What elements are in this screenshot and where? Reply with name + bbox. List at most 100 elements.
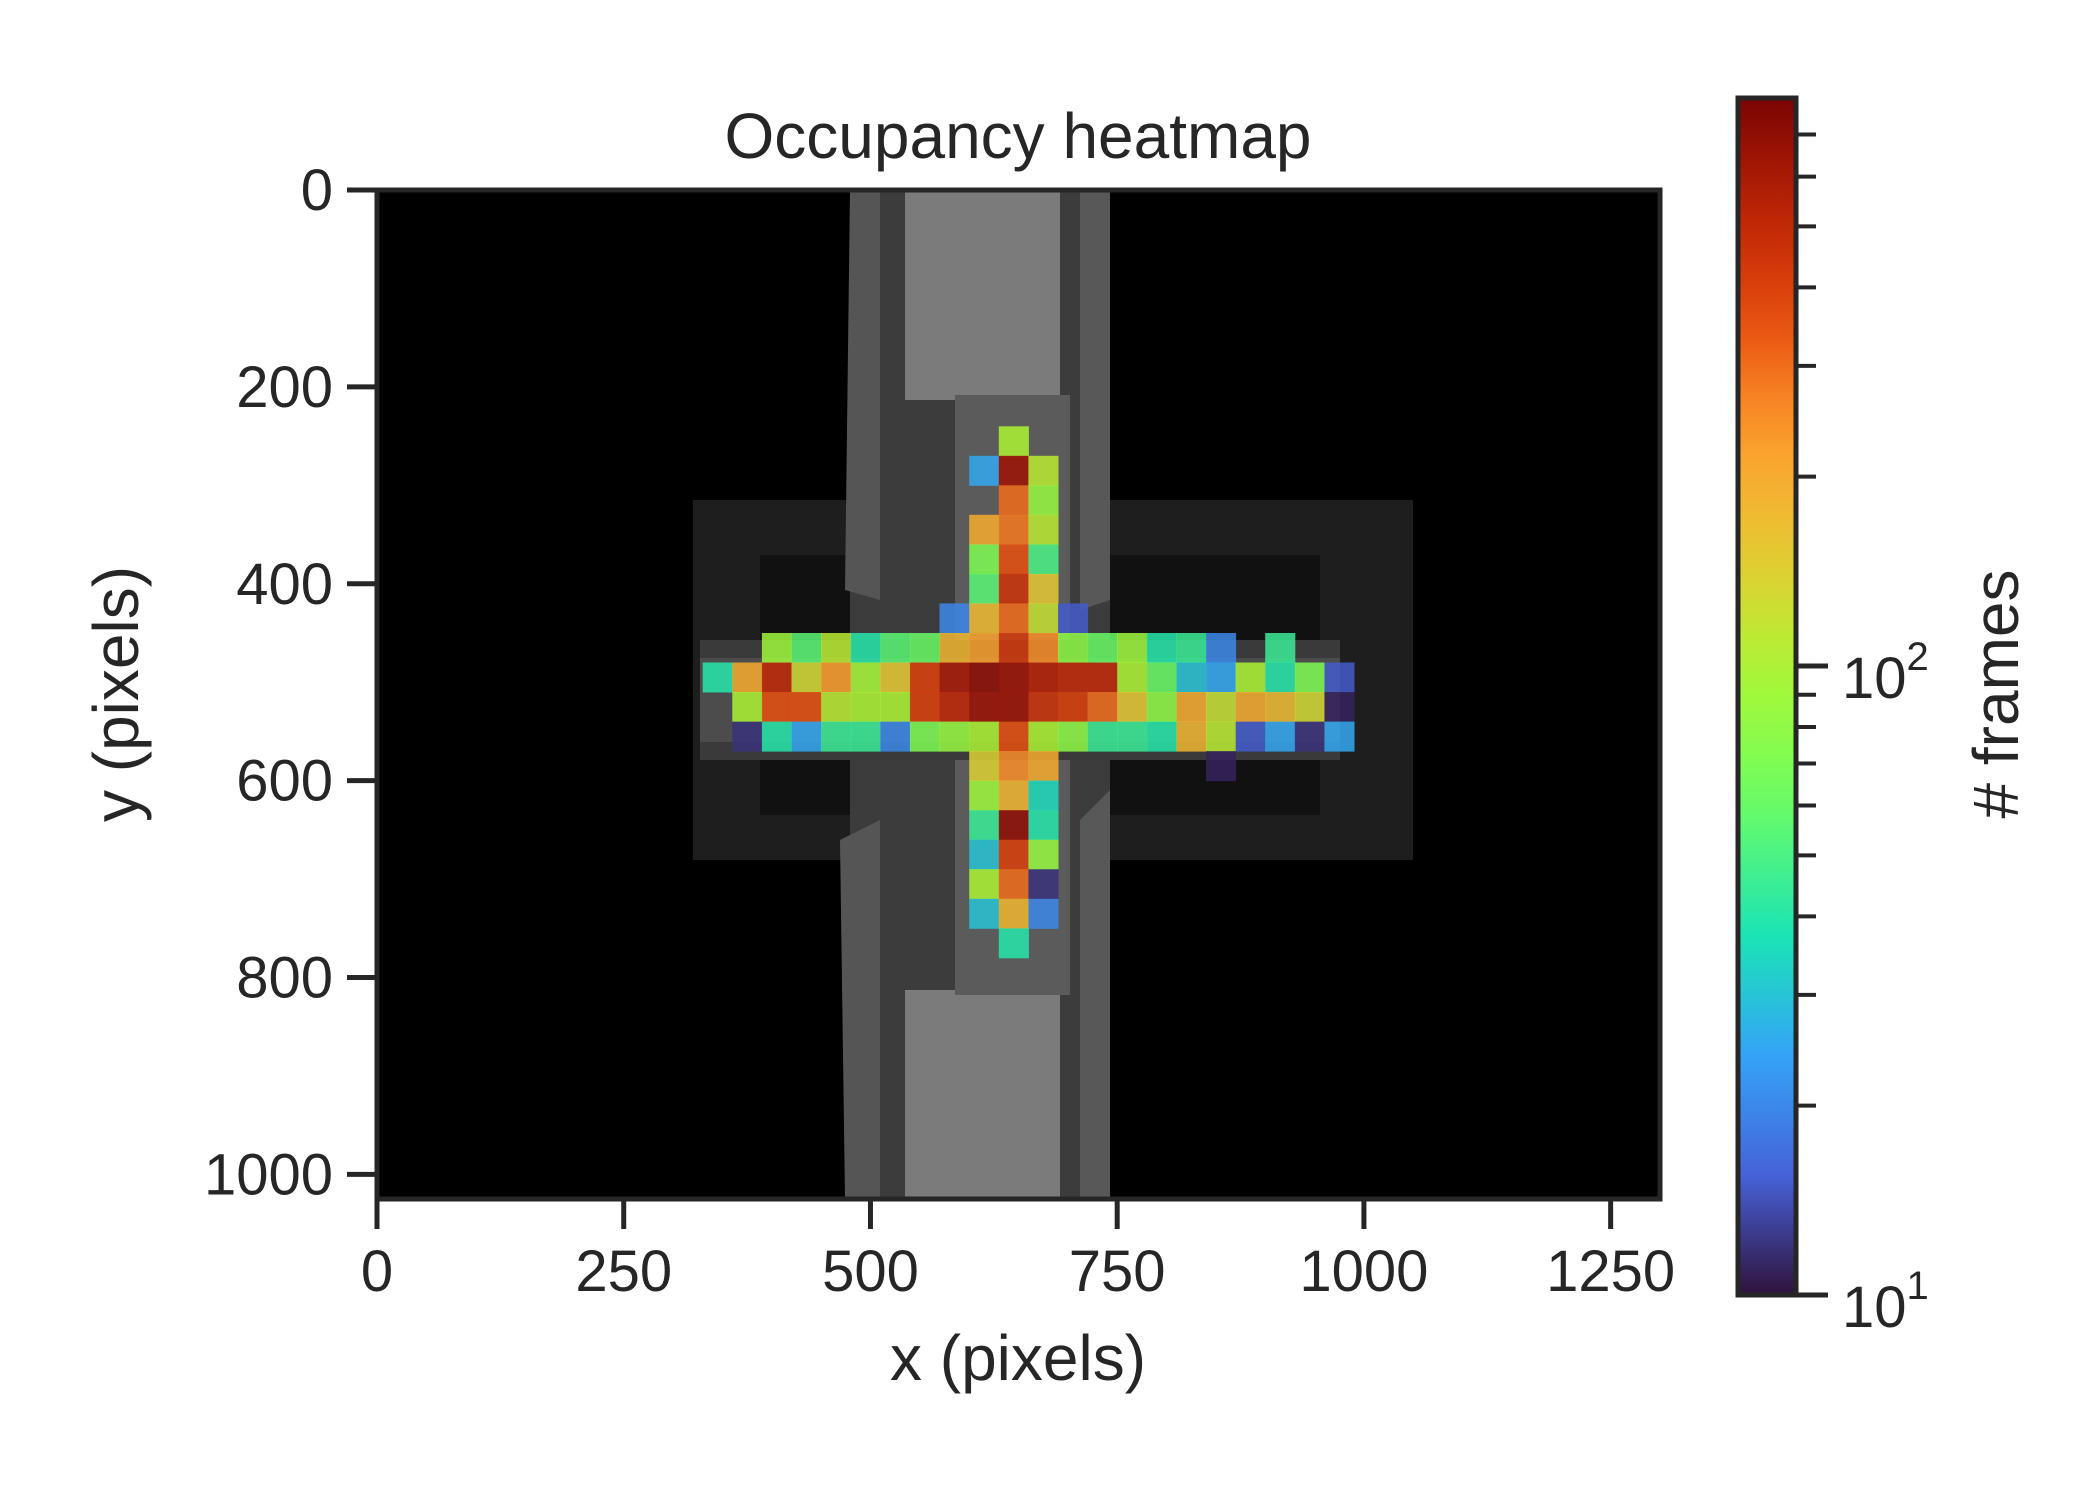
x-tick-label: 500 (822, 1239, 919, 1304)
heatmap-cell (969, 573, 1000, 604)
heatmap-cell (998, 544, 1029, 575)
heatmap-cell (880, 721, 911, 752)
heatmap-cell (1294, 692, 1325, 722)
heatmap-cell (969, 692, 1000, 722)
heatmap-cell (1028, 869, 1059, 900)
heatmap-cell (1117, 662, 1148, 693)
heatmap-cell (1058, 662, 1089, 693)
heatmap-cell (1117, 721, 1148, 752)
heatmap-cell (1028, 662, 1059, 693)
y-axis-label: y (pixels) (80, 566, 152, 822)
y-tick-label: 600 (236, 749, 333, 814)
heatmap-cell (998, 928, 1029, 959)
heatmap-cell (791, 721, 822, 752)
heatmap-cell (1087, 692, 1118, 722)
heatmap-cell (1324, 721, 1355, 752)
heatmap-cell (998, 751, 1029, 782)
heatmap-cell (1028, 544, 1059, 575)
maze-vertical-floor-top (905, 190, 1060, 400)
x-tick-label: 0 (361, 1239, 393, 1304)
heatmap-cell (1028, 898, 1059, 929)
heatmap-cell (998, 485, 1029, 516)
heatmap-cells (702, 426, 1355, 959)
heatmap-cell (850, 633, 881, 663)
x-axis-label: x (pixels) (890, 1322, 1146, 1394)
heatmap-cell (1028, 692, 1059, 722)
heatmap-cell (1028, 603, 1059, 634)
heatmap-cell (909, 633, 940, 663)
heatmap-cell (1176, 633, 1207, 663)
heatmap-cell (909, 662, 940, 693)
heatmap-cell (1028, 514, 1059, 545)
heatmap-cell (732, 662, 763, 693)
heatmap-cell (969, 898, 1000, 929)
plot-frame (374, 187, 1663, 1202)
heatmap-cell (909, 692, 940, 722)
heatmap-cell (998, 455, 1029, 486)
heatmap-cell (821, 633, 852, 663)
heatmap-cell (1087, 721, 1118, 752)
heatmap-cell (791, 662, 822, 693)
heatmap-cell (1058, 721, 1089, 752)
heatmap-cell (821, 692, 852, 722)
heatmap-cell (1206, 633, 1237, 663)
heatmap-cell (998, 426, 1029, 457)
heatmap-cell (761, 692, 792, 722)
heatmap-cell (969, 751, 1000, 782)
heatmap-cell (1146, 633, 1177, 663)
heatmap-cell (1028, 839, 1059, 870)
heatmap-cell (850, 662, 881, 693)
heatmap-cell (969, 455, 1000, 486)
heatmap-cell (969, 810, 1000, 841)
heatmap-cell (732, 692, 763, 722)
heatmap-cell (1028, 633, 1059, 663)
heatmap-cell (969, 839, 1000, 870)
heatmap-cell (1265, 633, 1296, 663)
heatmap-cell (1146, 662, 1177, 693)
y-tick-label: 1000 (204, 1142, 333, 1207)
heatmap-cell (1176, 721, 1207, 752)
heatmap-cell (969, 633, 1000, 663)
heatmap-cell (732, 721, 763, 752)
heatmap-cell (998, 839, 1029, 870)
heatmap-cell (1028, 780, 1059, 811)
heatmap-cell (969, 662, 1000, 693)
heatmap-cell (1028, 721, 1059, 752)
heatmap-cell (1058, 633, 1089, 663)
heatmap-cell (1087, 633, 1118, 663)
heatmap-cell (1294, 662, 1325, 693)
heatmap-cell (761, 633, 792, 663)
heatmap-cell (761, 721, 792, 752)
colorbar-tick-label: 101 (1842, 1264, 1929, 1340)
y-tick-label: 800 (236, 946, 333, 1011)
heatmap-cell (880, 633, 911, 663)
heatmap-cell (1058, 603, 1089, 634)
heatmap-cell (998, 633, 1029, 663)
maze-wall-left-top (845, 190, 880, 600)
heatmap-cell (880, 662, 911, 693)
colorbar-label: # frames (1960, 570, 2032, 819)
heatmap-cell (791, 692, 822, 722)
heatmap-cell (1028, 810, 1059, 841)
heatmap-cell (1324, 692, 1355, 722)
heatmap-cell (1206, 721, 1237, 752)
heatmap-cell (1028, 455, 1059, 486)
maze-wall-right-top (1080, 190, 1110, 610)
heatmap-cell (939, 721, 970, 752)
heatmap-cell (1235, 662, 1266, 693)
heatmap-cell (1176, 692, 1207, 722)
heatmap-cell (998, 692, 1029, 722)
heatmap-cell (1324, 662, 1355, 693)
heatmap-cell (1265, 721, 1296, 752)
colorbar-gradient (1738, 98, 1796, 1295)
heatmap-cell (998, 514, 1029, 545)
heatmap-cell (1028, 573, 1059, 604)
heatmap-cell (1117, 633, 1148, 663)
heatmap-cell (1235, 721, 1266, 752)
heatmap-cell (821, 662, 852, 693)
heatmap-cell (1176, 662, 1207, 693)
heatmap-cell (998, 662, 1029, 693)
colorbar: 101 102 # frames (1735, 95, 2032, 1340)
heatmap-cell (1028, 485, 1059, 516)
